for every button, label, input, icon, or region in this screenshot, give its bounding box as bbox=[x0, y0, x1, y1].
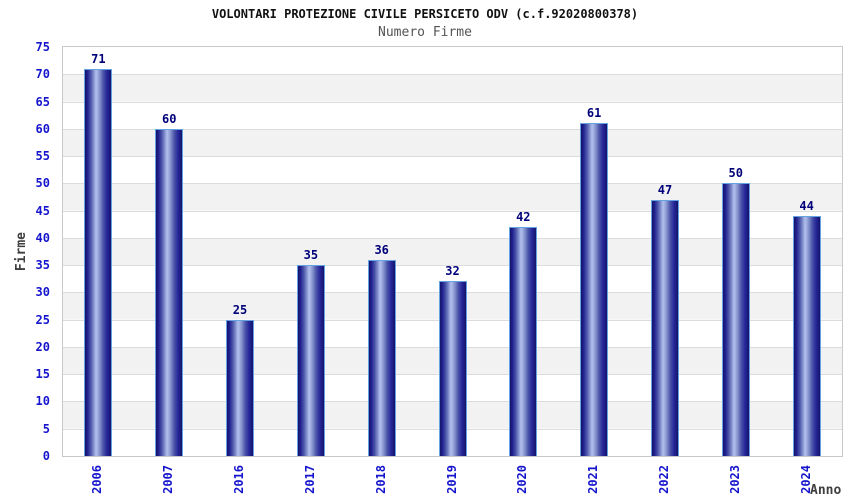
x-tick-label: 2020 bbox=[515, 465, 529, 494]
bar bbox=[439, 281, 467, 456]
y-tick-label: 70 bbox=[35, 67, 50, 82]
plot-area: 71 60 25 35 36 32 42 61 47 50 44 bbox=[62, 46, 843, 457]
x-tick-label: 2023 bbox=[728, 465, 742, 494]
bar-value-label: 50 bbox=[728, 166, 743, 180]
bar-value-label: 60 bbox=[161, 112, 177, 126]
y-axis-title: Firme bbox=[14, 232, 29, 272]
bar-value-label: 61 bbox=[586, 106, 602, 120]
y-tick-label: 50 bbox=[35, 176, 50, 191]
x-tick-label: 2019 bbox=[445, 465, 459, 494]
x-tick-label: 2017 bbox=[303, 465, 317, 494]
gridline bbox=[63, 74, 842, 76]
y-tick-label: 20 bbox=[35, 339, 50, 354]
y-tick-label: 60 bbox=[35, 121, 50, 136]
bar bbox=[722, 183, 750, 456]
bar-value-label: 36 bbox=[374, 243, 389, 257]
x-tick-label: 2021 bbox=[586, 465, 600, 494]
y-tick-label: 15 bbox=[35, 367, 50, 382]
gridline bbox=[63, 156, 842, 158]
bar-value-label: 71 bbox=[91, 52, 106, 66]
x-axis-title: Anno bbox=[810, 483, 842, 498]
chart-subtitle: Numero Firme bbox=[378, 25, 472, 40]
bar bbox=[580, 123, 608, 456]
y-tick-label: 0 bbox=[42, 449, 50, 463]
gridline bbox=[63, 210, 842, 212]
y-tick-label: 45 bbox=[35, 203, 50, 218]
gridline bbox=[63, 265, 842, 267]
chart-title: VOLONTARI PROTEZIONE CIVILE PERSICETO OD… bbox=[211, 7, 639, 21]
x-tick-label: 2018 bbox=[374, 465, 388, 494]
bar bbox=[226, 320, 254, 456]
bar bbox=[509, 227, 537, 456]
gridline bbox=[63, 183, 842, 185]
y-tick-label: 30 bbox=[35, 285, 50, 300]
x-tick-label: 2016 bbox=[232, 465, 246, 494]
y-tick-label: 35 bbox=[35, 258, 50, 273]
bar-value-label: 44 bbox=[799, 199, 814, 213]
y-tick-label: 55 bbox=[35, 149, 50, 164]
x-tick-label: 2022 bbox=[657, 465, 671, 494]
y-tick-label: 75 bbox=[35, 40, 50, 54]
bar bbox=[155, 129, 183, 456]
x-tick-label: 2007 bbox=[161, 465, 175, 494]
bar bbox=[84, 69, 112, 456]
y-tick-label: 25 bbox=[35, 312, 50, 327]
gridline bbox=[63, 101, 842, 103]
y-tick-label: 40 bbox=[35, 230, 50, 245]
bar-value-label: 35 bbox=[303, 248, 319, 262]
gridline bbox=[63, 128, 842, 130]
bar-value-label: 42 bbox=[516, 210, 531, 224]
bar bbox=[793, 216, 821, 456]
y-tick-label: 5 bbox=[42, 421, 50, 436]
bar bbox=[651, 200, 679, 456]
y-tick-label: 10 bbox=[35, 394, 50, 409]
x-tick-label: 2006 bbox=[90, 465, 104, 494]
bar-value-label: 47 bbox=[657, 183, 673, 197]
bar bbox=[368, 260, 396, 456]
bar-value-label: 25 bbox=[232, 303, 248, 317]
bar-value-label: 32 bbox=[445, 264, 460, 278]
y-tick-label: 65 bbox=[35, 94, 50, 109]
gridline bbox=[63, 237, 842, 239]
bar bbox=[297, 265, 325, 456]
